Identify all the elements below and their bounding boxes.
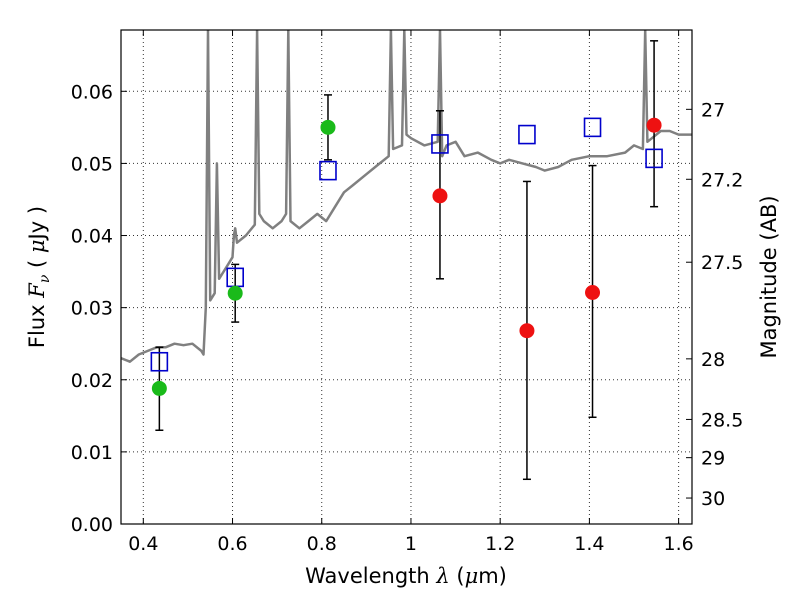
y2-tick-label: 30: [701, 488, 725, 510]
model-spectrum: [121, 30, 692, 363]
y-tick-label: 0.05: [71, 153, 113, 175]
limit-point: [432, 188, 448, 204]
x-axis-label: Wavelength λ (μm): [305, 564, 507, 588]
x-tick-label: 1.6: [664, 533, 694, 555]
model-photometry-square: [150, 351, 169, 372]
y-tick-label: 0.03: [71, 298, 113, 320]
model-photometry-square: [431, 134, 449, 154]
x-tick-label: 1: [405, 533, 417, 555]
y-tick-label: 0.02: [71, 370, 113, 392]
detection-point: [227, 285, 243, 301]
y2-tick-label: 27.2: [701, 169, 743, 191]
axis-ticks: 0.4 0.6 0.8 1 1.2 1.4 1.6 0.00 0.01 0.02 0.03 0.04 0…: [71, 30, 743, 555]
model-spectrum-line: [121, 30, 692, 363]
y-axis-label: Flux Fν ( μJy ): [25, 206, 53, 348]
y2-tick-label: 29: [701, 448, 725, 470]
model-photometry-square: [583, 117, 602, 138]
model-photometry-square: [319, 160, 337, 181]
y-tick-label: 0.06: [71, 81, 113, 103]
x-tick-label: 1.2: [485, 533, 515, 555]
limit-point: [519, 323, 535, 339]
y2-tick-label: 28.5: [701, 409, 743, 431]
limit-point: [585, 285, 601, 301]
detection-point: [151, 380, 167, 396]
x-tick-label: 1.4: [574, 533, 604, 555]
y2-tick-label: 27: [701, 99, 725, 121]
detection-point: [320, 119, 336, 135]
data-points: [150, 117, 663, 396]
y-tick-label: 0.04: [71, 226, 113, 248]
y2-axis-label: Magnitude (AB): [757, 195, 781, 358]
x-tick-label: 0.6: [217, 533, 247, 555]
y-tick-label: 0.00: [71, 514, 113, 536]
model-photometry-square: [645, 148, 663, 169]
y2-tick-label: 27.5: [701, 252, 743, 274]
limit-point: [646, 117, 662, 133]
model-photometry-square: [518, 124, 536, 145]
x-tick-label: 0.4: [128, 533, 158, 555]
y2-tick-label: 28: [701, 349, 725, 371]
plot-frame: [120, 29, 693, 525]
y-tick-label: 0.01: [71, 442, 113, 464]
x-tick-label: 0.8: [307, 533, 337, 555]
